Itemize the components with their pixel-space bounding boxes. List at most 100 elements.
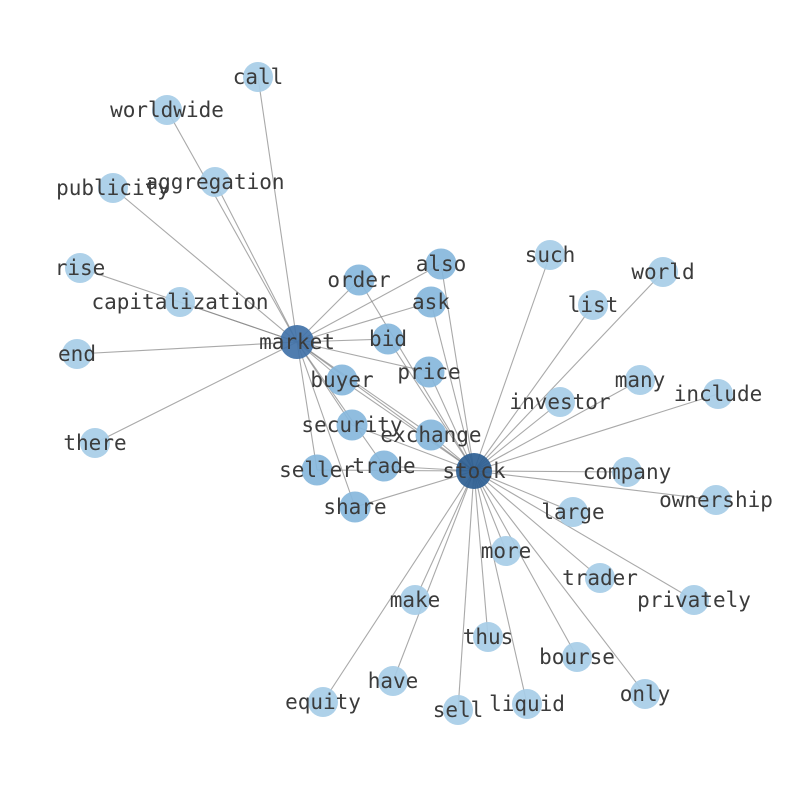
node-price (413, 356, 445, 388)
edge-stock-list (473, 304, 594, 472)
edge-stock-world (473, 271, 664, 472)
node-equity (308, 687, 338, 717)
node-liquid (512, 689, 542, 719)
edge-stock-equity (322, 470, 475, 703)
node-more (491, 536, 521, 566)
label-price: price (397, 360, 460, 384)
node-order (343, 264, 375, 296)
node-thus (473, 622, 503, 652)
node-bourse (562, 642, 592, 672)
edge-stock-ownership (473, 470, 717, 501)
label-only: only (620, 682, 671, 706)
label-share: share (323, 495, 386, 519)
node-call (243, 62, 273, 92)
node-privately (679, 585, 709, 615)
label-have: have (368, 669, 419, 693)
edge-market-price (296, 341, 430, 373)
node-layer (62, 62, 733, 725)
label-there: there (63, 431, 126, 455)
edge-stock-ask (430, 301, 475, 472)
node-worldwide (152, 95, 182, 125)
node-include (703, 379, 733, 409)
edge-market-exchange (296, 341, 432, 436)
node-trader (585, 563, 615, 593)
edge-stock-thus (473, 470, 489, 638)
label-large: large (541, 500, 604, 524)
node-trade (368, 450, 400, 482)
node-only (630, 679, 660, 709)
label-equity: equity (285, 690, 361, 714)
label-ownership: ownership (659, 488, 773, 512)
edge-stock-privately (473, 470, 695, 601)
edge-market-publicity (112, 187, 298, 343)
node-aggregation (200, 167, 230, 197)
label-aggregation: aggregation (145, 170, 284, 194)
label-liquid: liquid (489, 692, 565, 716)
node-also (425, 248, 457, 280)
edge-stock-trader (473, 470, 601, 579)
label-security: security (301, 413, 402, 437)
edge-market-seller (296, 341, 318, 471)
node-ownership (701, 485, 731, 515)
node-ask (415, 286, 447, 318)
label-list: list (568, 293, 619, 317)
node-seller (301, 454, 333, 486)
edge-stock-only (473, 470, 646, 695)
node-publicity (98, 173, 128, 203)
label-include: include (674, 382, 763, 406)
node-world (648, 257, 678, 287)
edge-stock-bid (387, 338, 475, 472)
label-many: many (615, 368, 666, 392)
node-investor (545, 387, 575, 417)
label-make: make (390, 588, 441, 612)
edge-stock-bourse (473, 470, 578, 658)
edge-stock-many (473, 379, 641, 472)
node-capitalization (165, 287, 195, 317)
edge-stock-buyer (341, 379, 475, 472)
label-seller: seller (279, 458, 355, 482)
edge-market-aggregation (214, 181, 298, 343)
label-end: end (58, 342, 96, 366)
label-publicity: publicity (56, 176, 170, 200)
edge-stock-also (440, 263, 475, 472)
node-end (62, 339, 92, 369)
node-have (378, 666, 408, 696)
node-bid (372, 323, 404, 355)
label-privately: privately (637, 588, 751, 612)
edge-market-share (296, 341, 356, 508)
label-worldwide: worldwide (110, 98, 224, 122)
node-many (625, 365, 655, 395)
edge-market-end (76, 341, 298, 355)
node-such (535, 240, 565, 270)
node-buyer (326, 364, 358, 396)
label-call: call (233, 65, 284, 89)
label-sell: sell (433, 698, 484, 722)
label-bourse: bourse (539, 645, 615, 669)
label-investor: investor (509, 390, 610, 414)
edge-market-also (296, 263, 442, 343)
node-sell (443, 695, 473, 725)
edge-stock-share (354, 470, 475, 508)
edge-market-call (257, 76, 298, 343)
edge-market-stock (296, 341, 475, 472)
label-world: world (631, 260, 694, 284)
node-company (612, 457, 642, 487)
label-exchange: exchange (380, 423, 481, 447)
edge-market-worldwide (166, 109, 298, 343)
node-make (400, 585, 430, 615)
label-ask: ask (412, 290, 450, 314)
label-rise: rise (55, 256, 106, 280)
edge-stock-make (414, 470, 475, 601)
edge-market-there (94, 341, 298, 444)
edge-stock-investor (473, 401, 561, 472)
label-market: market (259, 330, 335, 354)
label-such: such (525, 243, 576, 267)
edge-stock-liquid (473, 470, 528, 705)
label-also: also (416, 252, 467, 276)
label-capitalization: capitalization (91, 290, 268, 314)
label-company: company (583, 460, 672, 484)
label-stock: stock (442, 459, 506, 483)
